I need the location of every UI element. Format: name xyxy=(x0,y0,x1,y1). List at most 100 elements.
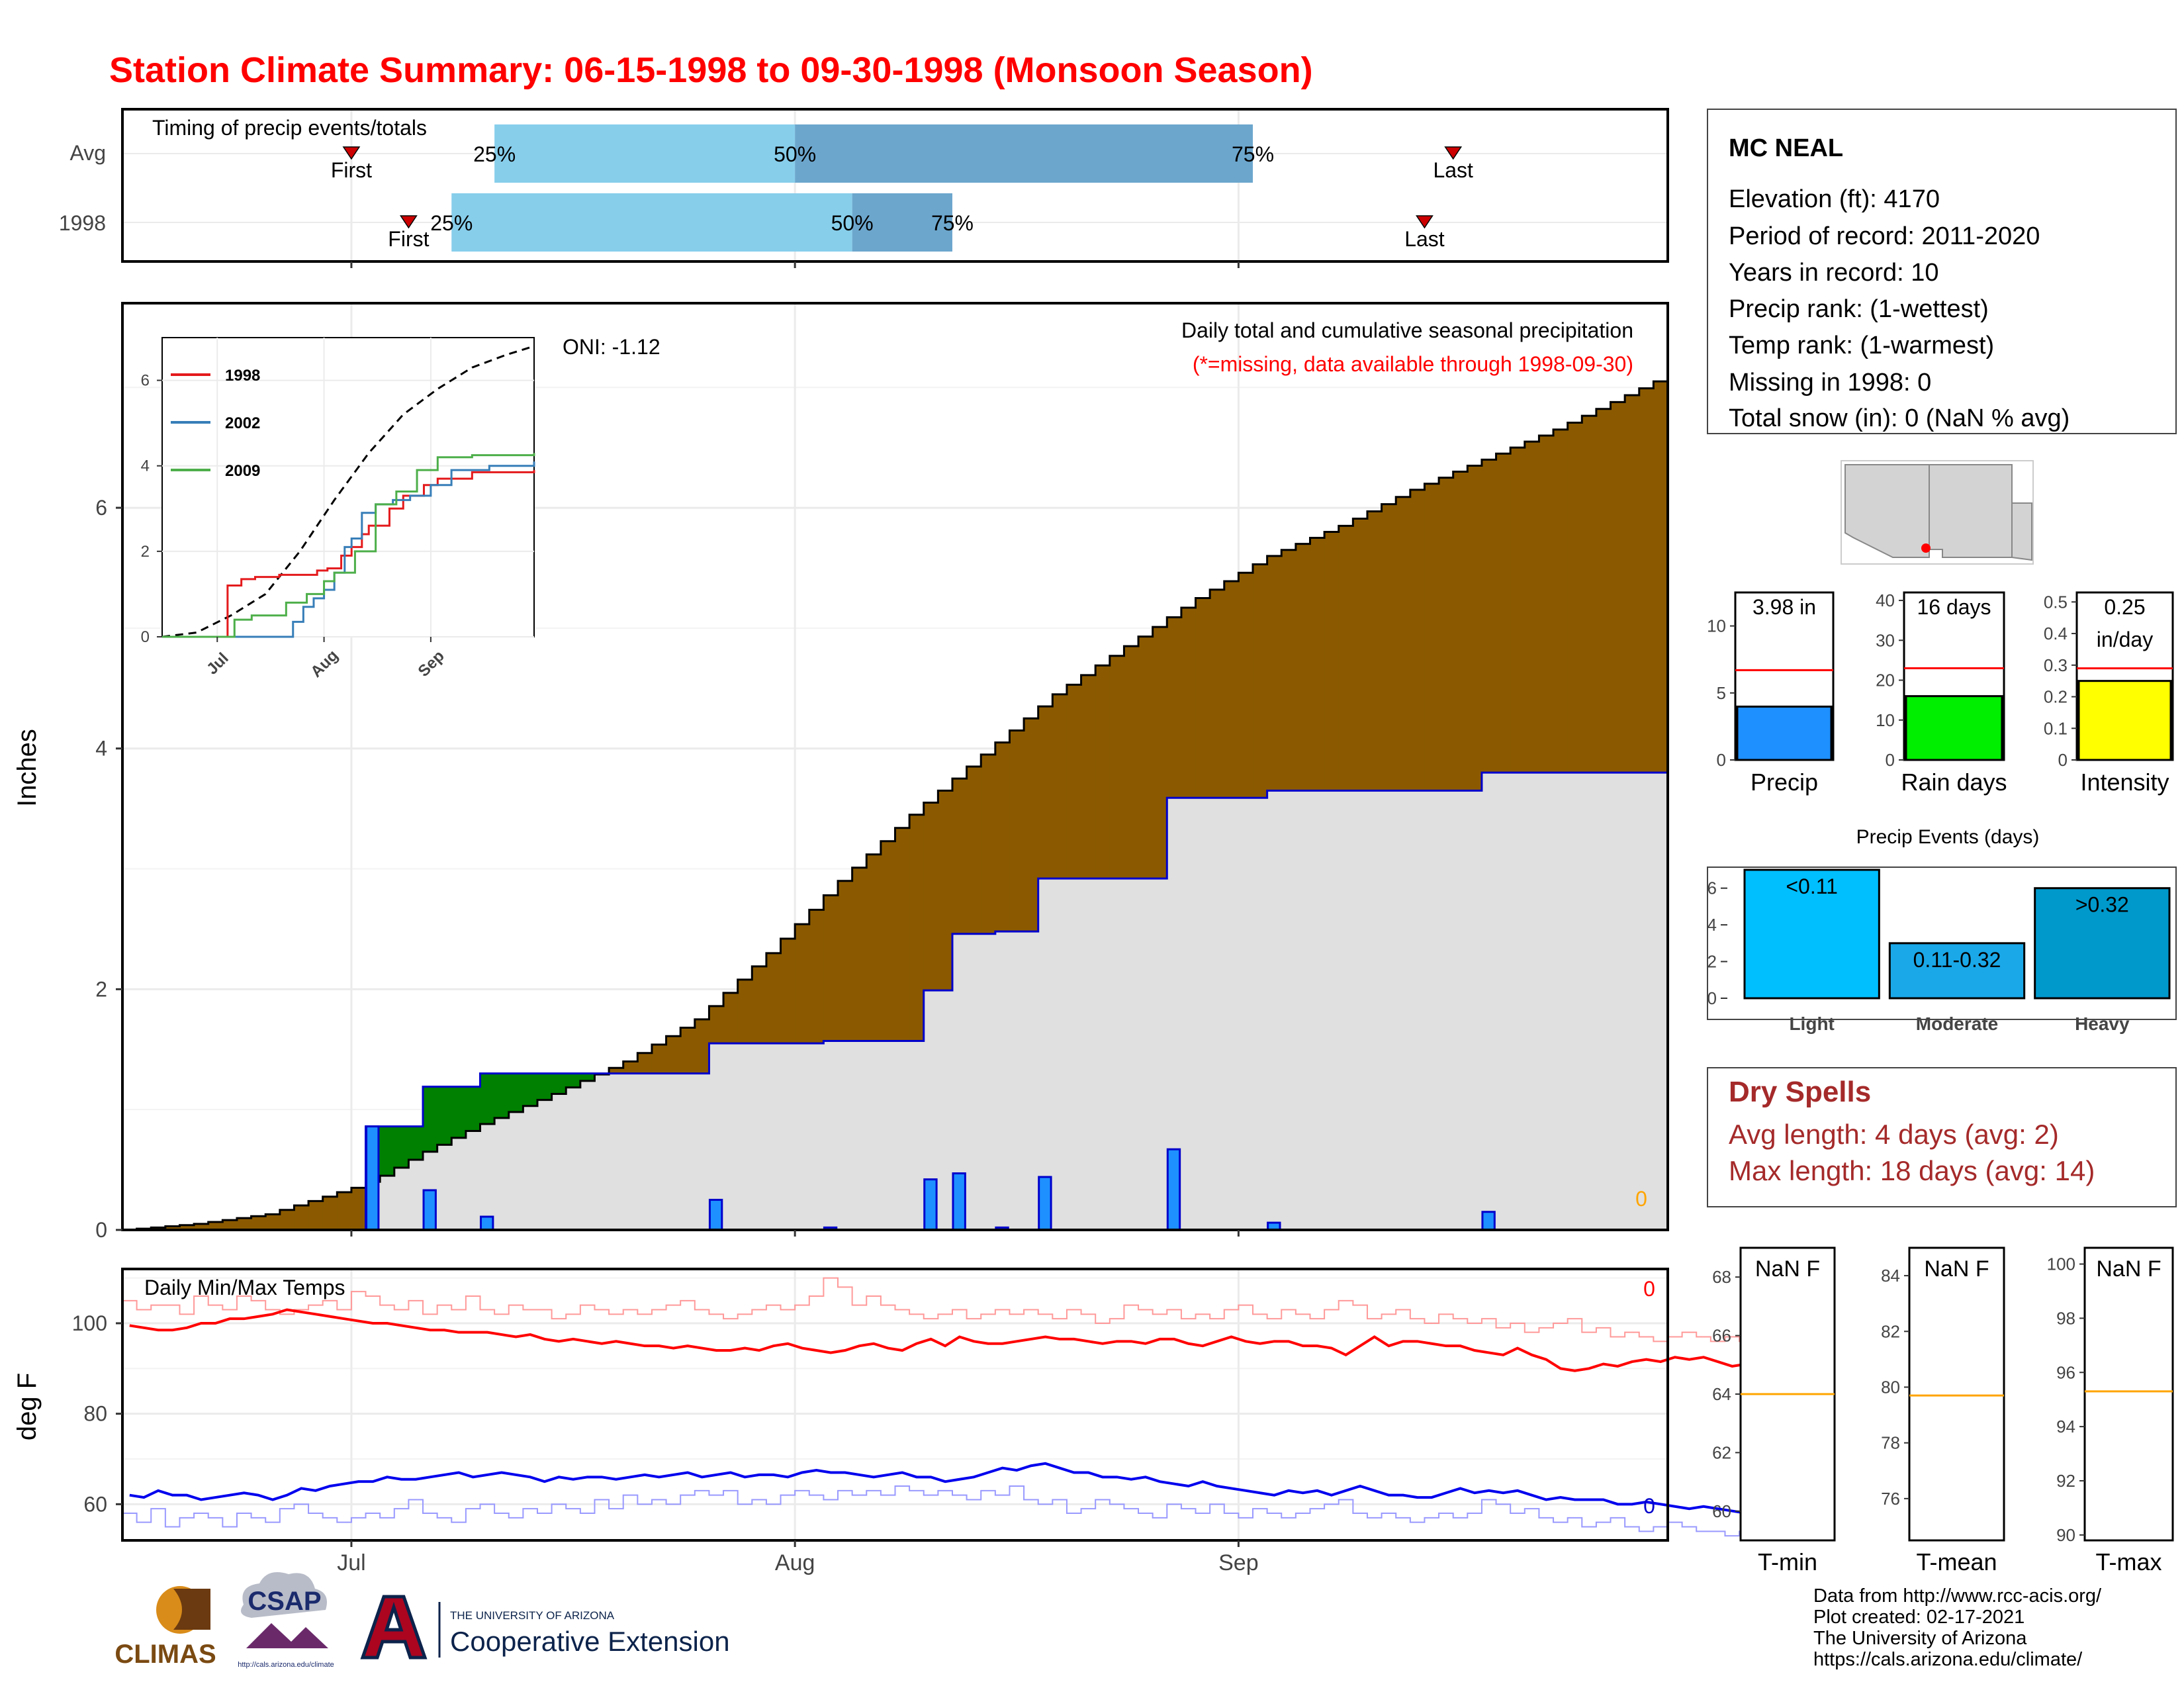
precip-events-y-tick-label: 6 xyxy=(1707,878,1717,898)
station-precip-rank: Precip rank: (1-wettest) xyxy=(1729,295,1989,323)
deficit-area xyxy=(1367,511,1383,791)
inset-series-line-2009 xyxy=(162,453,535,638)
temp-box-y-tick-label: 78 xyxy=(1881,1433,1900,1453)
temp-box-t-mean: NaN F 76 78 80 82 84 T-mean xyxy=(1881,1246,2005,1575)
precip-event-bar-light xyxy=(1743,868,1880,1000)
deficit-area xyxy=(1539,436,1554,773)
timing-bar-25-50 xyxy=(451,193,852,252)
temp-box-category-label: T-min xyxy=(1758,1548,1817,1575)
temp-box-value-label: NaN F xyxy=(1755,1256,1820,1282)
deficit-area xyxy=(895,827,910,1041)
deficit-area xyxy=(666,1036,681,1074)
dry-spells-box: Dry Spells Avg length: 4 days (avg: 2) M… xyxy=(1707,1067,2177,1207)
surplus-area xyxy=(551,1073,567,1094)
mini-bar-chart-rain-days: 16 days 0 10 20 30 40 Rain days xyxy=(1876,590,2007,796)
climas-logo-swoosh xyxy=(173,1589,210,1630)
deficit-area xyxy=(1653,381,1668,773)
deficit-area xyxy=(1181,608,1197,798)
deficit-area xyxy=(880,841,896,1041)
map-state-texas xyxy=(2011,502,2032,561)
precip-event-bar-moderate xyxy=(1888,942,2026,1000)
mini-bar-y-tick-label: 10 xyxy=(1707,616,1726,636)
temperature-rank-boxes: NaN F 60 62 64 66 68 T-min NaN F 76 78 80 82 84 T-mea… xyxy=(1712,1246,2174,1575)
temps-x-tick-label: Jul xyxy=(337,1550,365,1575)
timing-bars: First Last 25% 50% 75% First Last 25% 50% 75% xyxy=(331,124,1473,252)
oni-value: ONI: -1.12 xyxy=(563,335,660,359)
deficit-area xyxy=(795,924,810,1044)
deficit-area xyxy=(1253,564,1268,798)
temps-x-ticks: Jul Aug Sep xyxy=(337,1540,1259,1575)
deficit-area xyxy=(823,895,839,1041)
surplus-area xyxy=(523,1073,538,1106)
deficit-area xyxy=(1052,694,1068,879)
temp-box-y-tick-label: 68 xyxy=(1712,1267,1731,1287)
inset-lines xyxy=(161,345,535,638)
temp-box-y-tick-label: 94 xyxy=(2056,1417,2075,1436)
precip-note-missing: (*=missing, data available through 1998-… xyxy=(1193,352,1633,376)
station-temp-rank: Temp rank: (1-warmest) xyxy=(1729,332,1994,359)
temps-y-ticks: 60 80 100 xyxy=(72,1311,122,1516)
deficit-area xyxy=(637,1053,653,1074)
surplus-area xyxy=(494,1073,510,1118)
deficit-area xyxy=(1353,518,1368,791)
inset-y-tick-label: 2 xyxy=(141,543,150,561)
timing-bar-50-75 xyxy=(852,193,952,252)
deficit-area xyxy=(1510,447,1525,773)
credit-data-source: Data from http://www.rcc-acis.org/ xyxy=(1813,1585,2102,1607)
map-state-new-mexico xyxy=(1929,464,2013,558)
timing-label-last: Last xyxy=(1404,227,1445,251)
deficit-area xyxy=(838,880,853,1041)
deficit-area xyxy=(1582,416,1597,773)
timing-label-first: First xyxy=(331,158,372,182)
tmax-average-line xyxy=(122,1277,1797,1342)
timing-marker-last xyxy=(1444,146,1463,160)
inset-series-line-2002 xyxy=(162,461,535,638)
csap-logo-mountain xyxy=(246,1623,328,1648)
station-missing: Missing in 1998: 0 xyxy=(1729,369,1931,397)
mini-bar-y-tick-label: 0.3 xyxy=(2044,655,2068,675)
deficit-area xyxy=(981,754,996,934)
daily-precip-bar xyxy=(923,1178,938,1231)
deficit-area xyxy=(1381,504,1396,791)
mini-bar-value xyxy=(1905,695,2003,761)
deficit-area xyxy=(680,1027,696,1074)
precip-events-y-tick-label: 2 xyxy=(1707,952,1717,972)
deficit-area xyxy=(1567,422,1582,773)
deficit-area xyxy=(1238,573,1253,798)
deficit-area xyxy=(1324,532,1340,791)
credit-plot-created: Plot created: 02-17-2021 xyxy=(1813,1607,2025,1628)
timing-label-p25: 25% xyxy=(430,211,473,235)
mini-bar-y-tick-label: 0 xyxy=(1717,750,1726,770)
mini-bar-y-tick-label: 30 xyxy=(1876,630,1895,650)
ua-logo-line1: THE UNIVERSITY OF ARIZONA xyxy=(450,1609,615,1622)
daily-precip-bar xyxy=(1038,1176,1052,1231)
timing-panel: First Last 25% 50% 75% First Last 25% 50% 75% Tim… xyxy=(59,108,1669,268)
precip-events-title: Precip Events (days) xyxy=(1856,826,2040,848)
timing-marker-first xyxy=(342,146,361,160)
deficit-area xyxy=(279,1209,295,1230)
average-cumulative-line xyxy=(122,380,1668,1231)
mini-bar-y-tick-label: 0 xyxy=(2058,750,2068,770)
deficit-area xyxy=(308,1201,324,1230)
surplus-area xyxy=(437,1086,452,1145)
dry-spells-frame xyxy=(1707,1067,2177,1207)
temp-box-frame xyxy=(1908,1246,2005,1542)
station-name: MC NEAL xyxy=(1729,134,1843,162)
inset-x-tick-label: Aug xyxy=(307,647,341,681)
deficit-area xyxy=(1267,555,1282,791)
inset-legend-label: 2002 xyxy=(225,414,260,432)
temp-box-value-label: NaN F xyxy=(2096,1256,2161,1282)
deficit-area xyxy=(809,910,824,1044)
inset-y-tick-label: 6 xyxy=(141,372,150,390)
deficit-area xyxy=(1109,655,1125,879)
timing-label-last: Last xyxy=(1433,158,1473,182)
inset-chart: 1998 2002 2009 0 2 4 6 Jul Aug Sep xyxy=(141,337,535,681)
deficit-area xyxy=(1439,477,1454,791)
temps-y-tick-label: 100 xyxy=(72,1311,107,1335)
deficit-area xyxy=(766,953,782,1044)
inset-x-tick-label: Sep xyxy=(414,647,447,680)
footer-logos: CLIMAS CSAP http://cals.arizona.edu/clim… xyxy=(114,1572,730,1669)
deficit-area xyxy=(1496,453,1511,773)
csap-logo: CSAP http://cals.arizona.edu/climate xyxy=(238,1572,334,1669)
precip-events-y-tick-label: 4 xyxy=(1707,915,1717,935)
